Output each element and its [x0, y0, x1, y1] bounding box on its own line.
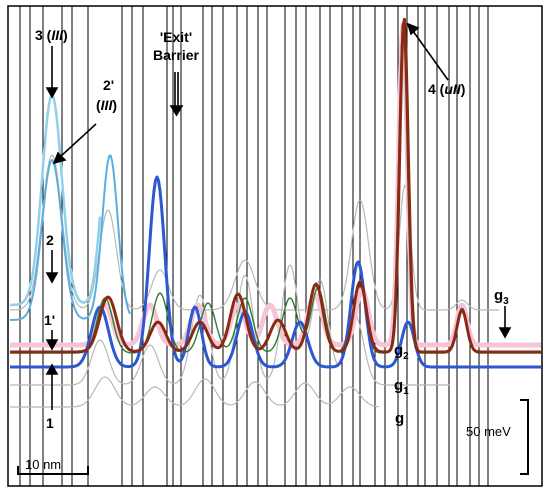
curve-2p: [10, 154, 131, 321]
curve-g2: [10, 175, 541, 369]
curve-g: [10, 376, 380, 408]
label-g3: g3: [494, 287, 509, 307]
label-2-prime: 2': [103, 77, 114, 93]
label-2-prime-sub: (III): [96, 97, 117, 113]
label-1-prime: 1': [44, 312, 55, 328]
length-scale-label: 10 nm: [25, 457, 61, 472]
label-barrier: Barrier: [153, 47, 199, 63]
curve-gray-upper: [10, 154, 499, 311]
label-g1: g1: [394, 377, 409, 397]
label-2: 2: [46, 232, 54, 248]
energy-scale-bar: [520, 399, 529, 475]
energy-scale-label: 50 meV: [466, 424, 511, 439]
label-g: g: [395, 410, 404, 427]
wavefunction-curves: [9, 17, 542, 408]
curve-3: [10, 93, 102, 307]
curve-brown: [10, 17, 541, 354]
label-3: 3 (III): [35, 27, 68, 43]
label-g2: g2: [394, 342, 409, 362]
annotation-arrows: [45, 22, 512, 410]
label-exit: 'Exit': [160, 29, 192, 45]
curve-g1: [10, 264, 450, 386]
label-1: 1: [46, 415, 54, 431]
barrier-lines: [19, 6, 489, 486]
length-scale-bar: [17, 466, 89, 475]
label-4: 4 (uII): [428, 81, 465, 97]
